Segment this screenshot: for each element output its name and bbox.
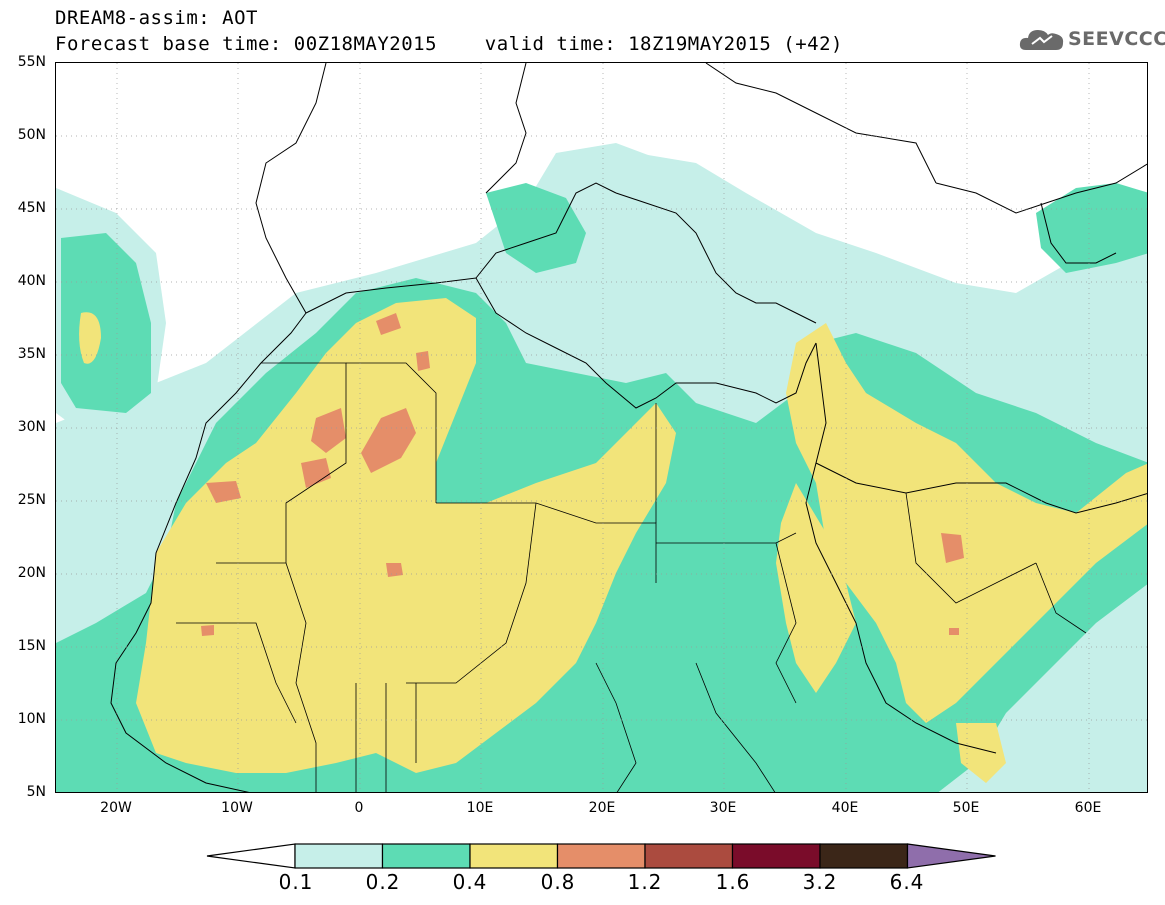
legend-cell-below-0.1	[206, 843, 296, 869]
lon-label-0: 0	[354, 800, 364, 816]
legend-label-3.2: 3.2	[802, 870, 838, 894]
legend-cell-0.2	[381, 843, 471, 869]
seevccc-logo: SEEVCCC	[1018, 24, 1165, 54]
legend-cell-0.1	[294, 843, 384, 869]
legend-label-0.2: 0.2	[365, 870, 401, 894]
legend-label-0.4: 0.4	[452, 870, 488, 894]
lat-label-25n: 25N	[17, 492, 46, 508]
lon-label-10w: 10W	[221, 800, 253, 816]
lat-label-10n: 10N	[17, 711, 46, 727]
borders	[176, 362, 1087, 792]
lon-label-40e: 40E	[831, 800, 859, 816]
aot-map	[56, 63, 1147, 792]
legend-cell-1.6	[731, 843, 821, 869]
legend-cell-1.2	[644, 843, 734, 869]
legend-cell-0.4	[469, 843, 559, 869]
coastlines	[110, 63, 1147, 792]
lat-label-40n: 40N	[17, 273, 46, 289]
lon-label-60e: 60E	[1074, 800, 1102, 816]
map-area	[55, 62, 1148, 793]
lat-label-15n: 15N	[17, 638, 46, 654]
chart-title: DREAM8-assim: AOT	[55, 7, 258, 29]
lon-label-10e: 10E	[466, 800, 494, 816]
legend-label-0.8: 0.8	[540, 870, 576, 894]
legend-cell-0.8	[556, 843, 646, 869]
lat-label-20n: 20N	[17, 565, 46, 581]
lat-label-5n: 5N	[26, 784, 46, 800]
lon-label-20w: 20W	[100, 800, 132, 816]
lat-label-30n: 30N	[17, 419, 46, 435]
forecast-time-line: Forecast base time: 00Z18MAY2015 valid t…	[55, 33, 843, 55]
legend-cell-above-6.4	[906, 843, 996, 869]
lon-label-30e: 30E	[709, 800, 737, 816]
lon-label-20e: 20E	[588, 800, 616, 816]
lon-label-50e: 50E	[952, 800, 980, 816]
graticule	[56, 63, 1147, 792]
lat-label-45n: 45N	[17, 200, 46, 216]
legend-cell-3.2	[819, 843, 909, 869]
color-legend	[206, 843, 996, 869]
legend-label-1.6: 1.6	[715, 870, 751, 894]
lat-label-50n: 50N	[17, 127, 46, 143]
lat-label-35n: 35N	[17, 346, 46, 362]
legend-label-1.2: 1.2	[627, 870, 663, 894]
aot-level-0.4-areas	[79, 298, 1147, 783]
lat-label-55n: 55N	[17, 54, 46, 70]
logo-text: SEEVCCC	[1068, 28, 1165, 50]
aot-level-0.8-areas	[201, 313, 964, 636]
cloud-icon	[1019, 30, 1064, 50]
legend-label-0.1: 0.1	[278, 870, 314, 894]
legend-label-6.4: 6.4	[889, 870, 925, 894]
